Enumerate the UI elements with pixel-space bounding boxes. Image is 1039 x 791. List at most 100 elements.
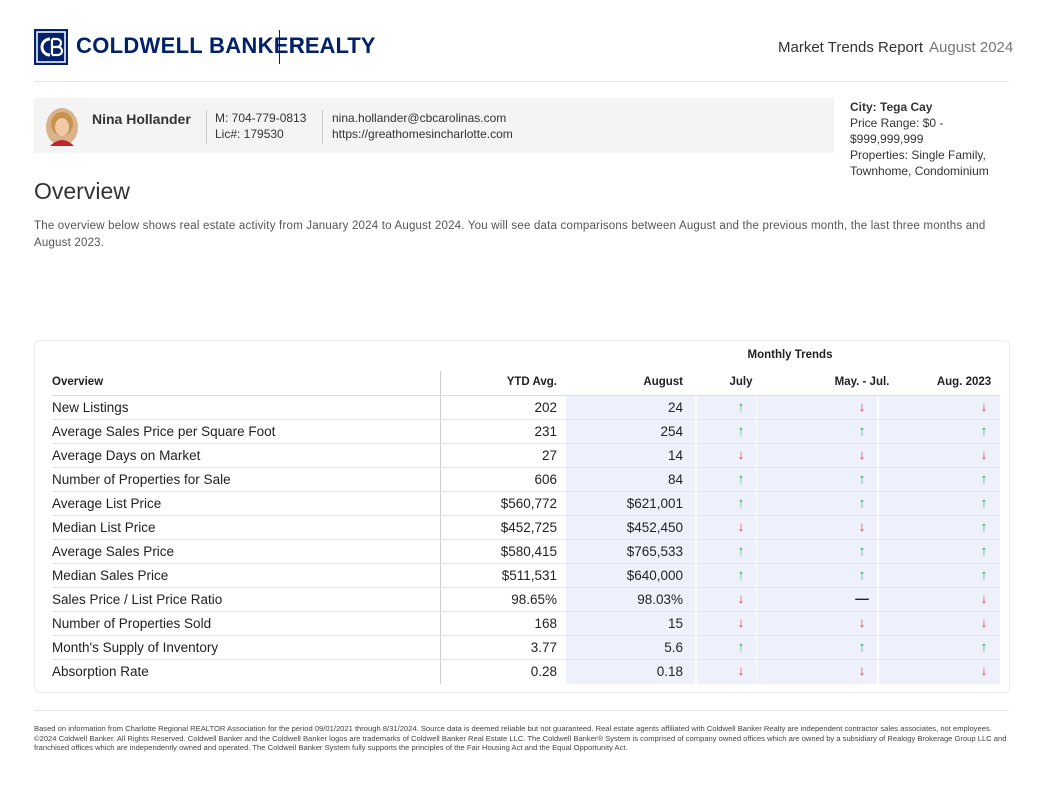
ytd-value: $560,772 [500, 496, 557, 511]
row-label: Average List Price [52, 496, 162, 511]
row-rule [52, 611, 1000, 612]
trend-arrow: ↓ [737, 519, 745, 534]
trend-arrow: ↑ [980, 519, 988, 534]
month-value: 5.6 [664, 640, 683, 655]
column-header: August [643, 376, 683, 388]
row-label: Average Sales Price per Square Foot [52, 424, 276, 439]
section-title: Overview [34, 178, 130, 204]
trend-arrow: ↑ [737, 639, 745, 654]
trend-arrow: ↓ [858, 615, 866, 630]
trend-arrow: ↑ [737, 423, 745, 438]
divider [322, 110, 323, 144]
trend-arrow: ↑ [737, 495, 745, 510]
trend-arrow: ↑ [858, 423, 866, 438]
table-card: Monthly Trends Overview YTD Avg. August July… [34, 340, 1010, 693]
trend-arrow: ↑ [858, 471, 866, 486]
report-title: Market Trends Report [778, 39, 924, 56]
brand-suffix: REALTY [289, 33, 376, 58]
ytd-value: 0.28 [530, 664, 557, 679]
trend-arrow: ↓ [737, 447, 745, 462]
month-value: $765,533 [626, 544, 683, 559]
trend-arrow: ↓ [980, 615, 988, 630]
row-rule [52, 659, 1000, 660]
header-rule [52, 395, 1000, 396]
agent-box [34, 98, 834, 153]
filter-city: City: Tega Cay [850, 100, 933, 114]
trend-arrow: ↑ [858, 639, 866, 654]
divider [279, 30, 280, 64]
row-rule [52, 467, 1000, 468]
trend-arrow: ↑ [980, 567, 988, 582]
trend-arrow: ↓ [980, 399, 988, 414]
ytd-value: $511,531 [501, 568, 557, 583]
ytd-value: 606 [534, 472, 557, 487]
group-header: Monthly Trends [747, 349, 833, 361]
brand: COLDWELL BANKER [76, 33, 305, 58]
row-label: Average Days on Market [52, 448, 201, 463]
trend-arrow: ↑ [858, 495, 866, 510]
agent-website[interactable]: https://greathomesincharlotte.com [332, 127, 513, 141]
row-rule [52, 587, 1000, 588]
row-rule [52, 563, 1000, 564]
section-text: The overview below shows real estate act… [34, 220, 986, 249]
ytd-value: 202 [534, 400, 557, 415]
trend-arrow: ↑ [858, 543, 866, 558]
row-label: Average Sales Price [52, 544, 175, 559]
row-rule [52, 515, 1000, 516]
month-value: $452,450 [626, 520, 683, 535]
column-header: Aug. 2023 [936, 376, 992, 388]
trend-arrow: ↑ [737, 471, 745, 486]
trend-arrow: ↑ [980, 495, 988, 510]
row-rule [52, 635, 1000, 636]
trend-arrow: ↑ [858, 567, 866, 582]
trend-arrow: ↓ [737, 615, 745, 630]
month-value: $621,001 [626, 496, 683, 511]
row-rule [52, 419, 1000, 420]
trend-arrow: ↓ [858, 399, 866, 414]
trend-arrow: ↑ [737, 543, 745, 558]
month-value: 0.18 [656, 664, 683, 679]
column-shade [566, 396, 695, 684]
trend-arrow: ↓ [858, 663, 866, 678]
agent-mobile: M: 704-779-0813 [215, 111, 307, 125]
trend-arrow: ↑ [737, 399, 745, 414]
trend-arrow: ↓ [737, 591, 745, 606]
month-value: 14 [667, 448, 683, 463]
row-label: Median List Price [52, 520, 156, 535]
trend-arrow: ↑ [980, 423, 988, 438]
row-label: Number of Properties for Sale [52, 472, 231, 487]
column-shade [757, 396, 877, 684]
column-header: May. - Jul. [834, 376, 890, 388]
row-label: New Listings [52, 400, 129, 415]
row-rule [52, 443, 1000, 444]
filters: City: Tega Cay Price Range: $0 - $999,99… [850, 99, 1020, 179]
trend-arrow: ↓ [980, 663, 988, 678]
month-value: $640,000 [626, 568, 683, 583]
trend-arrow: ↑ [980, 543, 988, 558]
row-label: Absorption Rate [52, 664, 149, 679]
row-rule [52, 491, 1000, 492]
month-value: 254 [660, 424, 683, 439]
agent-photo [46, 108, 78, 146]
ytd-value: 168 [534, 616, 557, 631]
trend-arrow: ↑ [980, 639, 988, 654]
month-value: 15 [667, 616, 683, 631]
column-header: July [729, 376, 753, 388]
trend-arrow: ↓ [858, 519, 866, 534]
month-value: 24 [667, 400, 683, 415]
agent-email[interactable]: nina.hollander@cbcarolinas.com [332, 111, 507, 125]
trend-arrow: ↓ [980, 591, 988, 606]
ytd-value: $580,415 [500, 544, 557, 559]
row-label: Median Sales Price [52, 568, 169, 583]
rule [34, 81, 1009, 82]
rule [34, 710, 1009, 711]
column-header: Overview [52, 376, 104, 388]
filter-price: Price Range: $0 - $999,999,999 [850, 116, 944, 146]
report-period: August 2024 [929, 39, 1014, 56]
agent-license: Lic#: 179530 [215, 127, 284, 141]
row-rule [52, 539, 1000, 540]
trend-arrow: ↓ [980, 447, 988, 462]
ytd-value: $452,725 [500, 520, 557, 535]
ytd-value: 98.65% [511, 592, 557, 607]
